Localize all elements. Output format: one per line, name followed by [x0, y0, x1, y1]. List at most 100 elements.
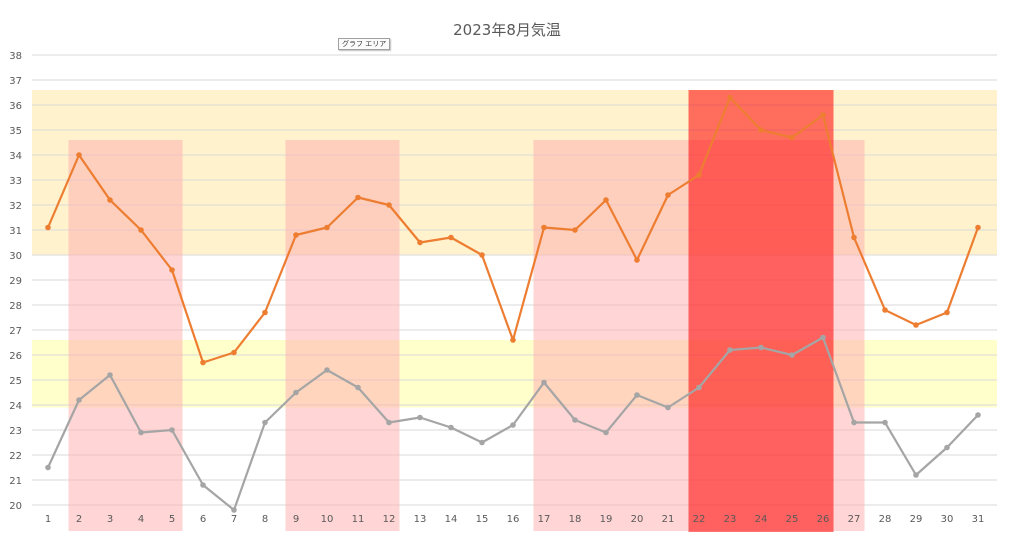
series-2-point-21 [665, 404, 671, 411]
series-1-point-12 [386, 202, 392, 208]
y-tick-label-26: 26 [9, 351, 22, 362]
y-tick-label-28: 28 [9, 301, 22, 312]
series-1-point-21 [665, 192, 671, 198]
x-tick-label-25: 25 [786, 514, 799, 525]
y-tick-label-22: 22 [9, 451, 22, 462]
x-tick-label-2: 2 [76, 514, 82, 525]
x-tick-label-31: 31 [972, 514, 985, 525]
series-2-point-14 [448, 424, 454, 431]
series-2-point-8 [262, 419, 268, 426]
highlight-range-4 [688, 90, 834, 532]
series-2-point-7 [231, 507, 237, 513]
x-tick-label-27: 27 [848, 514, 861, 525]
series-1-point-26 [820, 112, 826, 118]
y-tick-label-37: 37 [9, 76, 22, 87]
x-tick-label-28: 28 [879, 514, 892, 525]
y-tick-label-33: 33 [9, 176, 22, 187]
y-tick-label-35: 35 [9, 126, 22, 137]
series-2-point-5 [169, 427, 175, 433]
series-2-point-25 [789, 352, 795, 358]
series-1-point-17 [541, 224, 547, 231]
x-tick-label-9: 9 [293, 514, 299, 525]
y-tick-label-38: 38 [9, 51, 22, 62]
x-tick-label-23: 23 [724, 514, 737, 525]
series-1-point-30 [944, 309, 950, 316]
x-tick-label-13: 13 [414, 514, 427, 525]
series-2-point-2 [76, 397, 82, 403]
series-2-point-16 [510, 422, 516, 428]
x-tick-label-26: 26 [817, 514, 830, 525]
series-2-point-4 [138, 429, 144, 436]
series-2-point-19 [603, 429, 609, 436]
series-1-point-7 [231, 349, 237, 356]
series-2-point-31 [975, 412, 981, 418]
series-2-point-28 [882, 419, 888, 426]
highlight-range-1 [68, 140, 183, 531]
y-axis-ticks: 20 21 22 23 24 25 26 27 28 29 30 31 32 33 34 35 36 37 38 [9, 51, 22, 512]
y-tick-label-31: 31 [9, 226, 22, 237]
series-2-point-24 [758, 344, 764, 351]
y-tick-label-34: 34 [9, 151, 22, 162]
chart-area-tooltip: グラフ エリア [338, 38, 391, 50]
series-2-point-20 [634, 392, 640, 398]
x-tick-label-10: 10 [321, 514, 334, 525]
x-tick-label-15: 15 [476, 514, 489, 525]
series-2-point-9 [293, 389, 299, 396]
series-1-point-25 [789, 134, 795, 141]
y-tick-label-29: 29 [9, 276, 22, 287]
x-tick-label-20: 20 [631, 514, 644, 525]
series-1-point-20 [634, 257, 640, 263]
x-axis-ticks: 1 2 3 4 5 6 7 8 9 10 11 12 13 14 15 16 17 18 19 20 21 22 23 24 2… [45, 514, 985, 525]
x-tick-label-12: 12 [383, 514, 396, 525]
series-2-point-3 [107, 372, 113, 378]
series-1-point-8 [262, 309, 268, 316]
series-1-point-6 [200, 359, 206, 366]
series-2-point-13 [417, 414, 423, 421]
series-1-point-27 [851, 234, 857, 241]
x-tick-label-8: 8 [262, 514, 268, 525]
series-2-point-27 [851, 419, 857, 426]
series-2-point-6 [200, 482, 206, 488]
x-tick-label-21: 21 [662, 514, 675, 525]
series-2-point-10 [324, 367, 330, 373]
y-tick-label-24: 24 [9, 401, 22, 412]
series-1-point-10 [324, 224, 330, 231]
x-tick-label-16: 16 [507, 514, 520, 525]
x-tick-label-22: 22 [693, 514, 706, 525]
series-1-point-18 [572, 227, 578, 233]
series-1-point-16 [510, 337, 516, 343]
series-1-point-14 [448, 234, 454, 241]
series-1-point-5 [169, 267, 175, 273]
y-tick-label-23: 23 [9, 426, 22, 437]
series-1-point-29 [913, 322, 919, 328]
series-1-point-24 [758, 127, 764, 133]
x-tick-label-7: 7 [231, 514, 237, 525]
x-tick-label-19: 19 [600, 514, 613, 525]
highlight-ranges [68, 90, 865, 532]
series-1-point-3 [107, 197, 113, 203]
y-tick-label-25: 25 [9, 376, 22, 387]
x-tick-label-6: 6 [200, 514, 206, 525]
x-tick-label-24: 24 [755, 514, 768, 525]
series-1-point-4 [138, 227, 144, 233]
series-1-point-15 [479, 252, 485, 258]
y-tick-label-27: 27 [9, 326, 22, 337]
x-tick-label-17: 17 [538, 514, 551, 525]
series-1-point-13 [417, 239, 423, 246]
x-tick-label-1: 1 [45, 514, 51, 525]
y-tick-label-36: 36 [9, 101, 22, 112]
x-tick-label-14: 14 [445, 514, 458, 525]
series-2-point-11 [355, 384, 361, 391]
series-2-point-17 [541, 379, 547, 386]
series-2-point-30 [944, 444, 950, 451]
series-2-point-12 [386, 419, 392, 426]
series-2-point-23 [727, 347, 733, 353]
series-1-point-23 [727, 94, 733, 101]
series-2-point-1 [45, 464, 51, 471]
series-1-point-31 [975, 224, 981, 231]
series-1-point-22 [696, 172, 702, 178]
series-1-point-28 [882, 307, 888, 313]
series-2-point-15 [479, 439, 485, 446]
series-2-point-29 [913, 472, 919, 478]
